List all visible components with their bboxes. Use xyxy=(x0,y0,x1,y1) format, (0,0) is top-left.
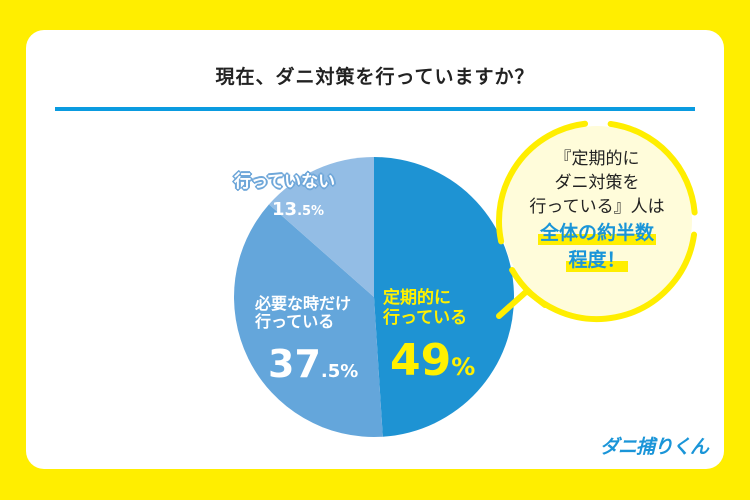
label-regularly: 定期的に 行っている xyxy=(383,288,468,328)
callout-text: 『定期的に ダニ対策を 行っている』人は 全体の約半数 程度！ xyxy=(529,149,665,272)
pie-slices xyxy=(233,157,514,437)
pct-not-doing: 13.5% xyxy=(272,199,325,220)
slice-when-needed xyxy=(233,204,383,437)
slice-regularly xyxy=(374,157,514,437)
callout-tail xyxy=(496,288,548,319)
pct-when-needed: 37.5% xyxy=(268,342,359,386)
callout-highlight-2: 程度！ xyxy=(566,248,628,272)
pct-regularly: 49% xyxy=(390,335,476,386)
title-divider xyxy=(55,107,695,111)
label-when-needed: 必要な時だけ 行っている xyxy=(255,294,352,332)
label-not-doing: 行っていない xyxy=(234,172,336,192)
callout-highlight-1: 全体の約半数 xyxy=(537,221,656,245)
slice-not-doing xyxy=(268,157,374,297)
brand-logo: ダニ捕りくん xyxy=(600,436,709,458)
chart-title: 現在、ダニ対策を行っていますか？ xyxy=(215,66,535,88)
